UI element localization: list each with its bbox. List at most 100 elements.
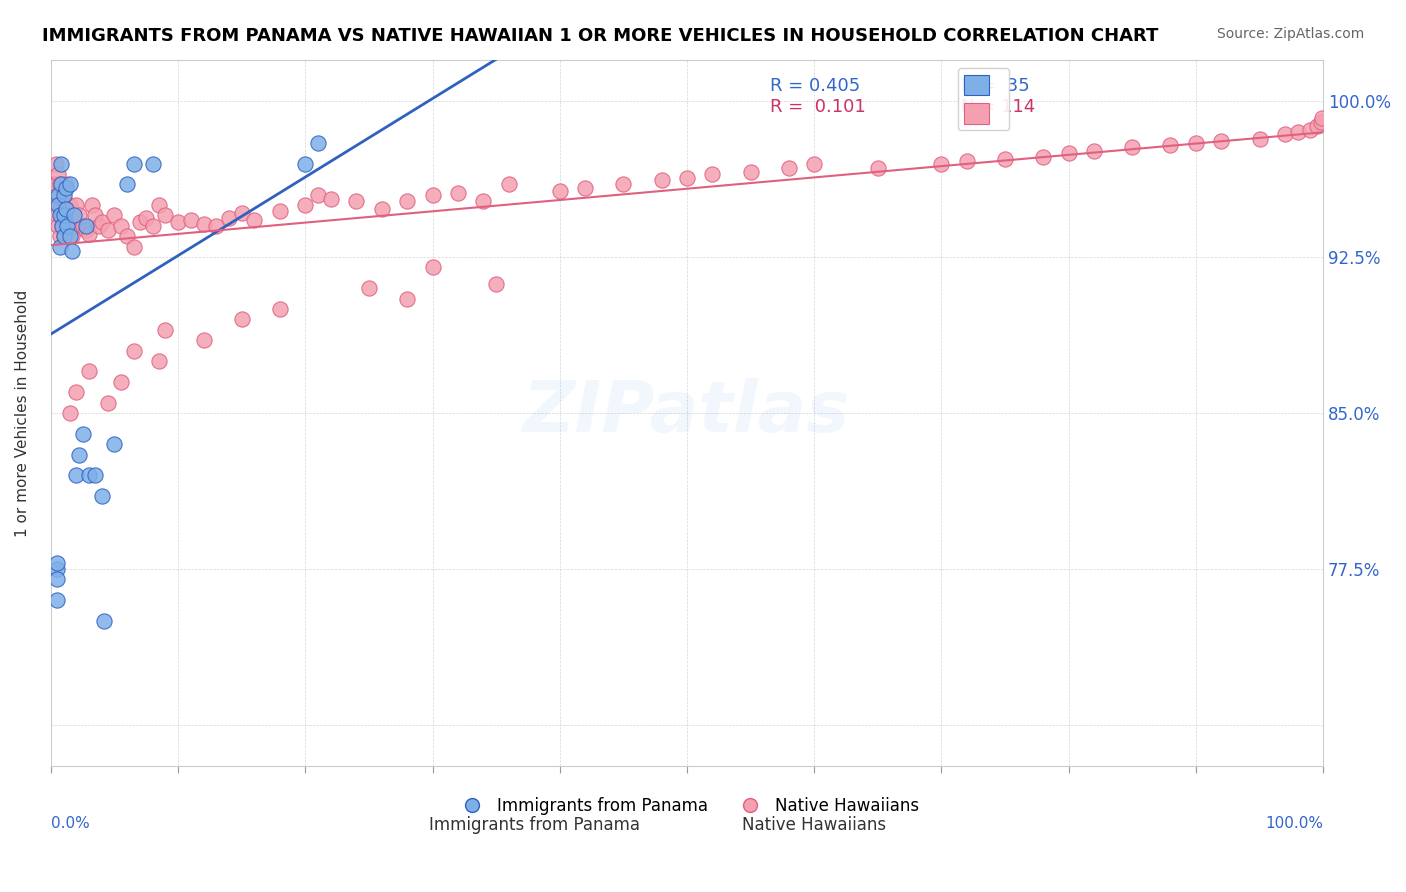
Point <box>97 395 120 409</box>
Point <box>193 333 215 347</box>
Point <box>67 209 90 223</box>
Point <box>1083 144 1105 158</box>
Point <box>122 343 145 358</box>
Point <box>65 385 87 400</box>
Point <box>866 161 889 175</box>
Point <box>45 156 67 170</box>
Point <box>48 167 70 181</box>
Text: IMMIGRANTS FROM PANAMA VS NATIVE HAWAIIAN 1 OR MORE VEHICLES IN HOUSEHOLD CORREL: IMMIGRANTS FROM PANAMA VS NATIVE HAWAIIA… <box>42 27 1159 45</box>
Point <box>48 209 70 223</box>
Point <box>60 209 83 223</box>
Text: 0.0%: 0.0% <box>51 816 90 830</box>
Point <box>128 215 150 229</box>
Point <box>62 219 84 233</box>
Point <box>396 292 419 306</box>
Point <box>1309 115 1331 129</box>
Point <box>612 178 634 192</box>
Text: R =  0.101: R = 0.101 <box>769 98 866 117</box>
Legend: Immigrants from Panama, Native Hawaiians: Immigrants from Panama, Native Hawaiians <box>449 790 925 822</box>
Point <box>931 156 953 170</box>
Point <box>51 209 73 223</box>
Text: 100.0%: 100.0% <box>1265 816 1323 830</box>
Point <box>1211 134 1233 148</box>
Point <box>498 178 520 192</box>
Point <box>62 229 84 244</box>
Point <box>52 229 75 244</box>
Point <box>122 240 145 254</box>
Point <box>344 194 367 208</box>
Point <box>269 204 291 219</box>
Point <box>231 312 253 326</box>
Point <box>1286 125 1309 139</box>
Point <box>44 187 66 202</box>
Text: R = 0.405: R = 0.405 <box>769 78 860 95</box>
Point <box>205 219 228 233</box>
Point <box>84 468 107 483</box>
Point <box>77 468 100 483</box>
Point <box>75 219 97 233</box>
Point <box>48 240 70 254</box>
Point <box>1274 128 1296 142</box>
Point <box>51 219 73 233</box>
Point <box>75 223 97 237</box>
Point <box>115 178 138 192</box>
Point <box>1310 111 1333 125</box>
Text: ZIPatlas: ZIPatlas <box>523 378 851 448</box>
Point <box>72 426 94 441</box>
Point <box>1121 140 1143 154</box>
Point <box>53 219 76 233</box>
Point <box>142 156 165 170</box>
Point <box>103 209 125 223</box>
Point <box>55 198 77 212</box>
Point <box>778 161 800 175</box>
Point <box>193 217 215 231</box>
Point <box>1299 123 1322 137</box>
Point <box>46 593 69 607</box>
Point <box>67 448 90 462</box>
Point <box>422 260 444 275</box>
Point <box>155 323 177 337</box>
Point <box>269 301 291 316</box>
Point <box>110 219 132 233</box>
Point <box>357 281 380 295</box>
Point <box>59 229 82 244</box>
Point <box>42 178 65 192</box>
Point <box>396 194 419 208</box>
Point <box>676 171 699 186</box>
Point <box>122 156 145 170</box>
Point <box>135 211 157 225</box>
Point <box>90 215 112 229</box>
Point <box>294 156 316 170</box>
Point <box>307 136 329 150</box>
Point <box>62 209 84 223</box>
Point <box>72 219 94 233</box>
Point <box>243 212 266 227</box>
Point <box>48 198 70 212</box>
Point <box>46 198 69 212</box>
Point <box>548 184 571 198</box>
Point <box>103 437 125 451</box>
Point <box>956 154 979 169</box>
Point <box>307 187 329 202</box>
Point <box>56 219 79 233</box>
Point <box>740 165 762 179</box>
Point <box>62 244 84 258</box>
Point <box>1159 137 1181 152</box>
Point <box>46 209 69 223</box>
Point <box>651 173 673 187</box>
Point <box>97 223 120 237</box>
Point <box>472 194 495 208</box>
Point <box>59 198 82 212</box>
Point <box>48 219 70 233</box>
Text: N = 114: N = 114 <box>960 98 1035 117</box>
Point <box>48 229 70 244</box>
Point <box>49 178 72 192</box>
Point <box>77 227 100 242</box>
Point <box>45 178 67 192</box>
Point <box>56 202 79 217</box>
Point <box>46 556 69 570</box>
Point <box>1057 146 1080 161</box>
Point <box>142 219 165 233</box>
Text: Immigrants from Panama: Immigrants from Panama <box>429 816 640 834</box>
Point <box>59 219 82 233</box>
